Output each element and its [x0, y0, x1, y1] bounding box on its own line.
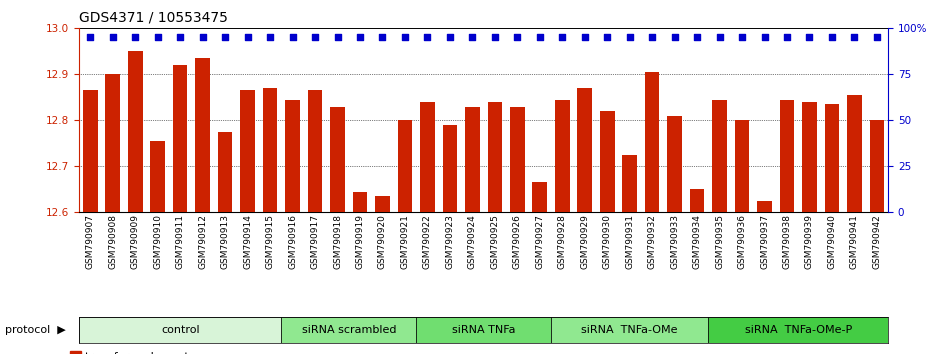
Point: [825, 34, 840, 39]
Point: [622, 34, 637, 39]
Text: GDS4371 / 10553475: GDS4371 / 10553475: [79, 10, 228, 24]
Text: siRNA  TNFa-OMe-P: siRNA TNFa-OMe-P: [745, 325, 852, 335]
Text: siRNA  TNFa-OMe: siRNA TNFa-OMe: [581, 325, 678, 335]
Bar: [644, 72, 659, 212]
Bar: [263, 88, 277, 212]
Bar: [825, 104, 839, 212]
Point: [83, 34, 98, 39]
Bar: [803, 102, 817, 212]
Bar: [128, 51, 142, 212]
Point: [757, 34, 772, 39]
Bar: [240, 90, 255, 212]
Point: [330, 34, 345, 39]
Point: [600, 34, 615, 39]
Point: [487, 34, 502, 39]
Bar: [417, 317, 551, 343]
Bar: [420, 102, 434, 212]
Point: [465, 34, 480, 39]
Bar: [847, 95, 862, 212]
Point: [127, 34, 142, 39]
Bar: [398, 120, 412, 212]
Bar: [375, 196, 390, 212]
Bar: [757, 201, 772, 212]
Point: [555, 34, 570, 39]
Point: [105, 34, 120, 39]
Bar: [195, 58, 210, 212]
Bar: [330, 107, 345, 212]
Point: [397, 34, 412, 39]
Bar: [286, 99, 299, 212]
Point: [644, 34, 659, 39]
Bar: [352, 192, 367, 212]
Bar: [218, 132, 232, 212]
Text: transformed count: transformed count: [86, 352, 189, 354]
Point: [712, 34, 727, 39]
Bar: [105, 74, 120, 212]
Bar: [487, 102, 502, 212]
Text: siRNA TNFa: siRNA TNFa: [452, 325, 515, 335]
Bar: [83, 90, 98, 212]
Point: [735, 34, 750, 39]
Bar: [779, 99, 794, 212]
Text: control: control: [161, 325, 200, 335]
Bar: [70, 351, 81, 354]
Bar: [173, 65, 188, 212]
Bar: [151, 141, 165, 212]
Bar: [551, 317, 709, 343]
Bar: [308, 90, 323, 212]
Point: [286, 34, 300, 39]
Bar: [465, 107, 480, 212]
Bar: [622, 155, 637, 212]
Point: [218, 34, 232, 39]
Bar: [533, 182, 547, 212]
Point: [847, 34, 862, 39]
Point: [151, 34, 166, 39]
Point: [667, 34, 682, 39]
Bar: [555, 99, 569, 212]
Point: [240, 34, 255, 39]
Text: siRNA scrambled: siRNA scrambled: [301, 325, 396, 335]
Bar: [578, 88, 592, 212]
Bar: [79, 317, 281, 343]
Bar: [443, 125, 458, 212]
Point: [443, 34, 458, 39]
Bar: [709, 317, 888, 343]
Point: [352, 34, 367, 39]
Point: [532, 34, 547, 39]
Bar: [668, 116, 682, 212]
Bar: [870, 120, 884, 212]
Point: [690, 34, 705, 39]
Bar: [510, 107, 525, 212]
Point: [173, 34, 188, 39]
Point: [578, 34, 592, 39]
Point: [195, 34, 210, 39]
Point: [420, 34, 435, 39]
Point: [510, 34, 525, 39]
Point: [802, 34, 817, 39]
Point: [262, 34, 277, 39]
Text: protocol  ▶: protocol ▶: [5, 325, 65, 335]
Point: [375, 34, 390, 39]
Bar: [735, 120, 750, 212]
Point: [308, 34, 323, 39]
Bar: [690, 189, 704, 212]
Point: [779, 34, 794, 39]
Bar: [600, 111, 615, 212]
Point: [870, 34, 884, 39]
Bar: [712, 99, 727, 212]
Bar: [281, 317, 417, 343]
